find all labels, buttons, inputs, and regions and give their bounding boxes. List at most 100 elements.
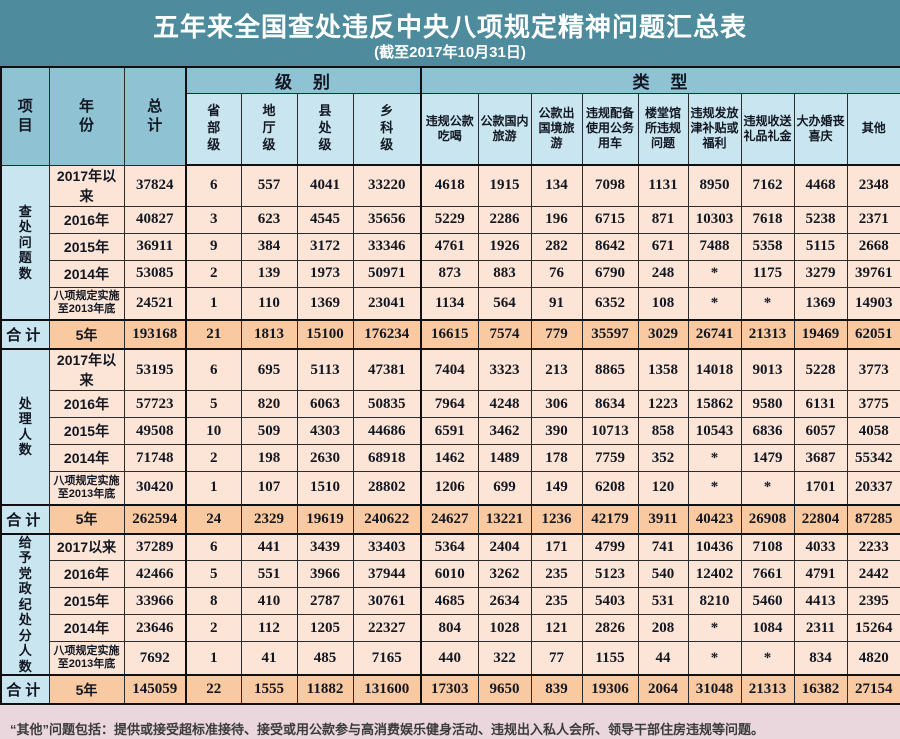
year-cell: 2015年	[48, 417, 125, 445]
table-body: 查处问题数 2017年以来 37824 6 557 4041 33220 4618 1915 13…	[0, 164, 900, 705]
value-cell: 1	[185, 471, 242, 505]
value-cell: 2311	[793, 614, 848, 643]
total-value-cell: 11882	[296, 674, 354, 705]
value-cell: 3775	[846, 390, 900, 418]
total-year-cell: 5年	[48, 503, 125, 535]
value-cell: 551	[240, 560, 298, 589]
col-header-type: 其他	[846, 92, 900, 166]
table-row: 2015年 36911 9 384 3172 33346 4761 1926 282 8642 67…	[1, 232, 900, 261]
total-row: 合计 5年 193168 21 1813 15100 176234 16615 7574 779 3…	[0, 319, 900, 350]
value-cell: 33403	[352, 532, 422, 562]
total-value-cell: 22	[185, 674, 242, 705]
value-cell: 441	[240, 532, 298, 562]
value-cell: 384	[240, 232, 298, 261]
value-cell: 1175	[740, 259, 795, 288]
value-cell: 7098	[581, 164, 639, 207]
value-cell: 5	[185, 390, 242, 418]
table-row: 2016年 42466 5 551 3966 37944 6010 3262 235 5123 54…	[1, 560, 900, 589]
value-cell: 1369	[793, 286, 848, 321]
total-value-cell: 22804	[793, 503, 848, 535]
value-cell: *	[740, 471, 795, 505]
total-value-cell: 145059	[123, 674, 187, 705]
total-value-cell: 240622	[352, 503, 422, 535]
value-cell: 531	[637, 587, 689, 616]
value-cell: 6	[185, 164, 242, 207]
value-cell: 4041	[296, 164, 354, 207]
value-cell: 4545	[296, 205, 354, 234]
value-cell: 6208	[581, 471, 639, 505]
value-cell: 41	[240, 641, 298, 676]
table-row: 2015年 49508 10 509 4303 44686 6591 3462 390 10713…	[1, 417, 900, 445]
total-value-cell: 26741	[687, 319, 742, 350]
value-cell: *	[687, 614, 742, 643]
section-label: 处理人数	[0, 348, 50, 505]
value-cell: 557	[240, 164, 298, 207]
total-value-cell: 193168	[123, 319, 187, 350]
value-cell: 4791	[793, 560, 848, 589]
year-cell: 2016年	[48, 390, 125, 418]
col-header-type: 违规公款吃喝	[420, 92, 479, 166]
value-cell: 15264	[846, 614, 900, 643]
total-value-cell: 87285	[846, 503, 900, 535]
total-value-cell: 21313	[740, 674, 795, 705]
value-cell: 178	[530, 444, 583, 472]
value-cell: 306	[530, 390, 583, 418]
value-cell: 44686	[352, 417, 422, 445]
value-cell: 7759	[581, 444, 639, 472]
value-cell: 55342	[846, 444, 900, 472]
value-cell: 6063	[296, 390, 354, 418]
table-row: 2014年 23646 2 112 1205 22327 804 1028 121 2826 208…	[1, 614, 900, 643]
value-cell: 1084	[740, 614, 795, 643]
value-cell: 6836	[740, 417, 795, 445]
year-cell: 八项规定实施至2013年底	[48, 286, 125, 321]
value-cell: 2371	[846, 205, 900, 234]
value-cell: 112	[240, 614, 298, 643]
value-cell: 1479	[740, 444, 795, 472]
table-row: 2014年 53085 2 139 1973 50971 873 883 76 6790 248 * 1…	[1, 259, 900, 288]
value-cell: 2286	[477, 205, 532, 234]
value-cell: 213	[530, 348, 583, 391]
value-cell: 33966	[123, 587, 187, 616]
value-cell: 1462	[420, 444, 479, 472]
value-cell: 3966	[296, 560, 354, 589]
value-cell: 36911	[123, 232, 187, 261]
title-block: 五年来全国查处违反中央八项规定精神问题汇总表 (截至2017年10月31日)	[0, 0, 900, 66]
value-cell: 883	[477, 259, 532, 288]
total-value-cell: 1555	[240, 674, 298, 705]
value-cell: 139	[240, 259, 298, 288]
value-cell: 540	[637, 560, 689, 589]
total-value-cell: 779	[530, 319, 583, 350]
value-cell: 1131	[637, 164, 689, 207]
value-cell: 564	[477, 286, 532, 321]
value-cell: 10303	[687, 205, 742, 234]
value-cell: 47381	[352, 348, 422, 391]
year-cell: 2015年	[48, 232, 125, 261]
value-cell: *	[740, 641, 795, 676]
value-cell: 2668	[846, 232, 900, 261]
value-cell: 5123	[581, 560, 639, 589]
value-cell: 108	[637, 286, 689, 321]
col-group-type: 类 型	[419, 66, 900, 94]
total-label: 合计	[0, 674, 50, 705]
value-cell: 6715	[581, 205, 639, 234]
total-year-cell: 5年	[48, 674, 125, 705]
value-cell: 1358	[637, 348, 689, 391]
value-cell: 24521	[123, 286, 187, 321]
value-cell: 485	[296, 641, 354, 676]
col-header-level: 省部级	[185, 92, 242, 166]
total-value-cell: 131600	[352, 674, 422, 705]
value-cell: 40827	[123, 205, 187, 234]
value-cell: 49508	[123, 417, 187, 445]
value-cell: 1134	[420, 286, 479, 321]
table-row: 查处问题数 2017年以来 37824 6 557 4041 33220 4618 1915 13…	[0, 164, 900, 321]
value-cell: 9	[185, 232, 242, 261]
value-cell: 44	[637, 641, 689, 676]
value-cell: 4685	[420, 587, 479, 616]
value-cell: *	[687, 286, 742, 321]
value-cell: 6591	[420, 417, 479, 445]
total-value-cell: 27154	[846, 674, 900, 705]
value-cell: 2630	[296, 444, 354, 472]
value-cell: 671	[637, 232, 689, 261]
value-cell: *	[687, 641, 742, 676]
value-cell: 208	[637, 614, 689, 643]
